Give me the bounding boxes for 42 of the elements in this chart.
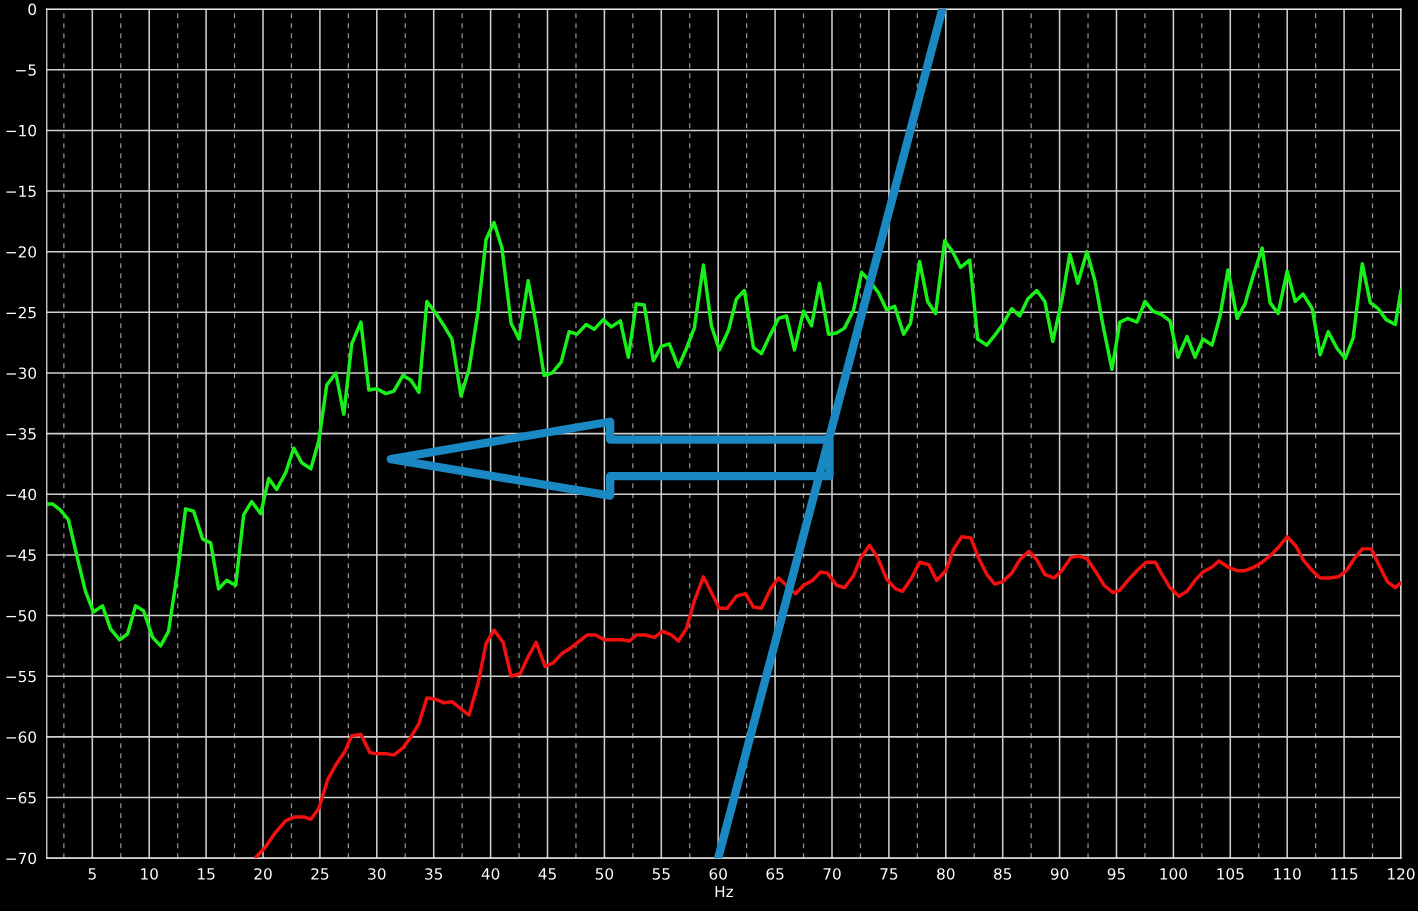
x-tick-label: 100: [1160, 868, 1187, 880]
x-tick-label: 80: [937, 868, 955, 880]
x-tick-label: 30: [368, 868, 386, 880]
y-tick-label: −45: [6, 549, 36, 561]
y-tick-label: −55: [6, 670, 36, 683]
line-series: [254, 535, 1401, 859]
y-tick-label: −50: [6, 610, 37, 622]
x-tick-label: 25: [311, 868, 329, 880]
x-tick-label: 95: [1107, 868, 1125, 880]
x-tick-label: 10: [141, 868, 158, 880]
y-tick-label: −35: [6, 428, 36, 440]
x-tick-label: 85: [994, 868, 1012, 880]
y-tick-label: −5: [16, 64, 36, 76]
x-tick-label: 110: [1274, 868, 1301, 880]
x-tick-label: 120: [1388, 868, 1415, 880]
line-series: [46, 220, 1401, 648]
x-tick-label: 15: [198, 868, 215, 880]
y-tick-label: −15: [6, 185, 36, 198]
y-tick-label: −70: [6, 852, 37, 865]
x-tick-label: 5: [88, 868, 96, 880]
x-tick-label: 50: [595, 868, 614, 880]
x-tick-label: 40: [481, 868, 500, 880]
y-tick-label: −60: [6, 731, 37, 743]
x-tick-label: 70: [823, 868, 841, 880]
y-tick-label: −10: [6, 124, 37, 137]
y-tick-label: −20: [6, 246, 37, 258]
y-tick-label: −65: [6, 791, 36, 804]
y-tick-label: −40: [6, 488, 37, 501]
x-tick-label: 20: [254, 868, 272, 880]
x-axis-title: Hz: [715, 885, 733, 898]
x-tick-label: 105: [1217, 868, 1244, 880]
x-tick-label: 55: [652, 868, 670, 880]
x-tick-label: 35: [425, 868, 443, 880]
x-tick-label: 60: [709, 868, 727, 880]
y-tick-label: 0: [28, 3, 37, 16]
y-tick-label: −30: [6, 367, 37, 380]
y-tick-label: −25: [6, 306, 36, 319]
x-tick-label: 90: [1050, 868, 1069, 880]
x-tick-label: 65: [766, 868, 784, 880]
x-tick-label: 115: [1331, 868, 1358, 880]
x-tick-label: 75: [880, 868, 898, 880]
x-tick-label: 45: [538, 868, 556, 880]
